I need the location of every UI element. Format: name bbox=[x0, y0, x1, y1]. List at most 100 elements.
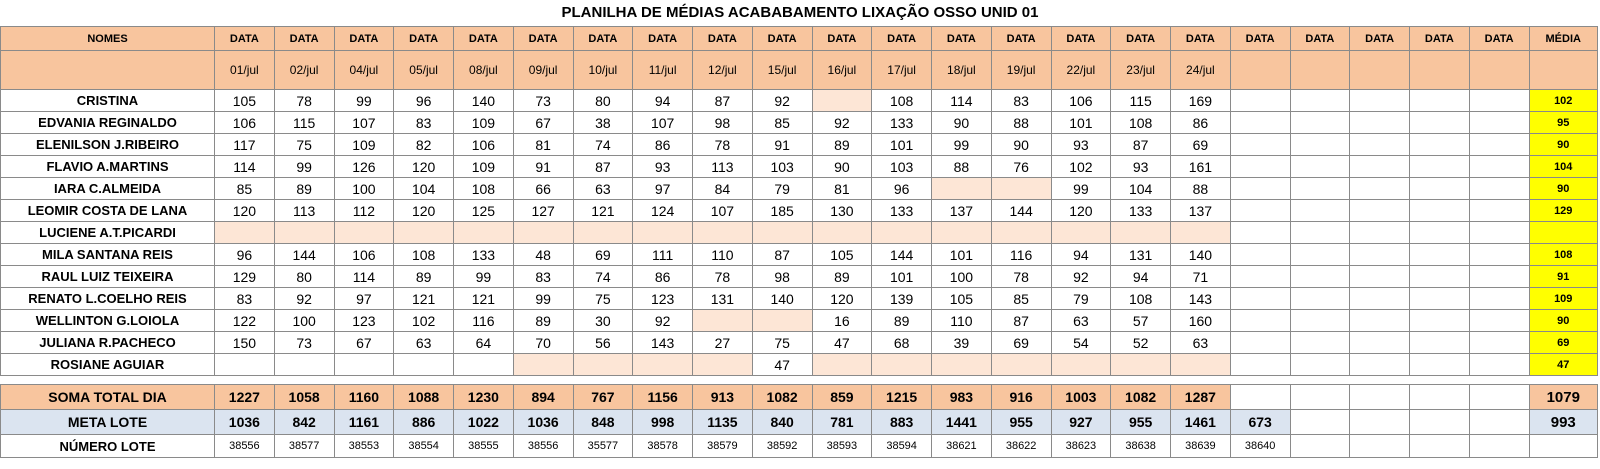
value-cell[interactable]: 94 bbox=[1050, 243, 1112, 266]
meta-value[interactable]: 1022 bbox=[453, 409, 514, 435]
value-cell[interactable]: 63 bbox=[1050, 309, 1112, 332]
media-cell[interactable] bbox=[1528, 221, 1598, 244]
value-cell[interactable] bbox=[1349, 89, 1410, 112]
value-cell[interactable]: 108 bbox=[1110, 111, 1171, 134]
value-cell[interactable] bbox=[1409, 243, 1470, 266]
soma-value[interactable]: 894 bbox=[512, 384, 574, 410]
value-cell[interactable] bbox=[632, 353, 693, 376]
value-cell[interactable]: 63 bbox=[1170, 331, 1231, 354]
value-cell[interactable]: 102 bbox=[393, 309, 454, 332]
value-cell[interactable]: 110 bbox=[931, 309, 992, 332]
value-cell[interactable]: 103 bbox=[871, 155, 932, 178]
value-cell[interactable]: 140 bbox=[453, 89, 514, 112]
value-cell[interactable] bbox=[333, 353, 395, 376]
meta-value[interactable]: 1135 bbox=[692, 409, 753, 435]
value-cell[interactable]: 16 bbox=[811, 309, 873, 332]
value-cell[interactable] bbox=[1110, 221, 1171, 244]
value-cell[interactable]: 104 bbox=[393, 177, 454, 200]
value-cell[interactable] bbox=[1229, 177, 1291, 200]
meta-label[interactable]: META LOTE bbox=[0, 409, 215, 435]
meta-value[interactable]: 927 bbox=[1050, 409, 1112, 435]
lote-value[interactable] bbox=[1468, 434, 1530, 458]
value-cell[interactable]: 109 bbox=[453, 111, 514, 134]
media-cell[interactable]: 90 bbox=[1528, 177, 1598, 200]
header-data[interactable]: DATA bbox=[692, 26, 753, 51]
value-cell[interactable]: 120 bbox=[811, 287, 873, 310]
value-cell[interactable]: 79 bbox=[1050, 287, 1112, 310]
value-cell[interactable] bbox=[273, 353, 335, 376]
value-cell[interactable]: 75 bbox=[572, 287, 634, 310]
lote-value[interactable]: 38556 bbox=[214, 434, 275, 458]
employee-name[interactable]: CRISTINA bbox=[0, 89, 215, 112]
value-cell[interactable] bbox=[1289, 221, 1351, 244]
value-cell[interactable]: 79 bbox=[751, 177, 813, 200]
value-cell[interactable]: 87 bbox=[751, 243, 813, 266]
value-cell[interactable]: 96 bbox=[214, 243, 275, 266]
value-cell[interactable]: 87 bbox=[692, 89, 753, 112]
value-cell[interactable] bbox=[453, 221, 514, 244]
value-cell[interactable]: 92 bbox=[811, 111, 873, 134]
lote-value[interactable]: 38639 bbox=[1170, 434, 1231, 458]
value-cell[interactable]: 93 bbox=[632, 155, 693, 178]
value-cell[interactable]: 66 bbox=[512, 177, 574, 200]
value-cell[interactable] bbox=[1289, 133, 1351, 156]
meta-value[interactable] bbox=[1349, 409, 1410, 435]
value-cell[interactable] bbox=[572, 353, 634, 376]
media-cell[interactable]: 102 bbox=[1528, 89, 1598, 112]
lote-value[interactable]: 38556 bbox=[512, 434, 574, 458]
soma-value[interactable]: 1082 bbox=[1110, 384, 1171, 410]
value-cell[interactable]: 69 bbox=[1170, 133, 1231, 156]
value-cell[interactable]: 94 bbox=[632, 89, 693, 112]
value-cell[interactable]: 83 bbox=[990, 89, 1052, 112]
value-cell[interactable]: 71 bbox=[1170, 265, 1231, 288]
value-cell[interactable]: 137 bbox=[1170, 199, 1231, 222]
lote-value[interactable]: 38579 bbox=[692, 434, 753, 458]
value-cell[interactable] bbox=[1468, 331, 1530, 354]
header-data[interactable]: DATA bbox=[1170, 26, 1231, 51]
employee-name[interactable]: LUCIENE A.T.PICARDI bbox=[0, 221, 215, 244]
value-cell[interactable]: 106 bbox=[214, 111, 275, 134]
value-cell[interactable]: 131 bbox=[692, 287, 753, 310]
value-cell[interactable] bbox=[512, 353, 574, 376]
value-cell[interactable]: 78 bbox=[990, 265, 1052, 288]
lote-value[interactable]: 38577 bbox=[273, 434, 335, 458]
value-cell[interactable] bbox=[1170, 353, 1231, 376]
value-cell[interactable]: 87 bbox=[1110, 133, 1171, 156]
value-cell[interactable]: 99 bbox=[512, 287, 574, 310]
value-cell[interactable]: 85 bbox=[990, 287, 1052, 310]
value-cell[interactable]: 108 bbox=[1110, 287, 1171, 310]
value-cell[interactable]: 143 bbox=[632, 331, 693, 354]
value-cell[interactable]: 38 bbox=[572, 111, 634, 134]
lote-value[interactable]: 38638 bbox=[1110, 434, 1171, 458]
value-cell[interactable]: 101 bbox=[871, 133, 932, 156]
value-cell[interactable] bbox=[1409, 89, 1470, 112]
value-cell[interactable] bbox=[1409, 199, 1470, 222]
value-cell[interactable]: 47 bbox=[751, 353, 813, 376]
media-cell[interactable]: 129 bbox=[1528, 199, 1598, 222]
soma-value[interactable] bbox=[1349, 384, 1410, 410]
value-cell[interactable] bbox=[1409, 331, 1470, 354]
header-blank[interactable] bbox=[0, 50, 215, 90]
meta-value[interactable]: 955 bbox=[990, 409, 1052, 435]
value-cell[interactable]: 161 bbox=[1170, 155, 1231, 178]
value-cell[interactable]: 84 bbox=[692, 177, 753, 200]
value-cell[interactable]: 114 bbox=[333, 265, 395, 288]
value-cell[interactable]: 101 bbox=[871, 265, 932, 288]
value-cell[interactable]: 74 bbox=[572, 265, 634, 288]
value-cell[interactable] bbox=[1229, 111, 1291, 134]
value-cell[interactable] bbox=[811, 221, 873, 244]
value-cell[interactable] bbox=[1349, 309, 1410, 332]
value-cell[interactable]: 88 bbox=[990, 111, 1052, 134]
value-cell[interactable] bbox=[1409, 177, 1470, 200]
value-cell[interactable] bbox=[751, 221, 813, 244]
value-cell[interactable]: 56 bbox=[572, 331, 634, 354]
header-data[interactable]: DATA bbox=[393, 26, 454, 51]
value-cell[interactable]: 81 bbox=[811, 177, 873, 200]
employee-name[interactable]: JULIANA R.PACHECO bbox=[0, 331, 215, 354]
value-cell[interactable] bbox=[214, 353, 275, 376]
meta-value[interactable]: 1461 bbox=[1170, 409, 1231, 435]
value-cell[interactable] bbox=[1468, 353, 1530, 376]
value-cell[interactable] bbox=[1349, 155, 1410, 178]
value-cell[interactable]: 130 bbox=[811, 199, 873, 222]
lote-value[interactable]: 38621 bbox=[931, 434, 992, 458]
